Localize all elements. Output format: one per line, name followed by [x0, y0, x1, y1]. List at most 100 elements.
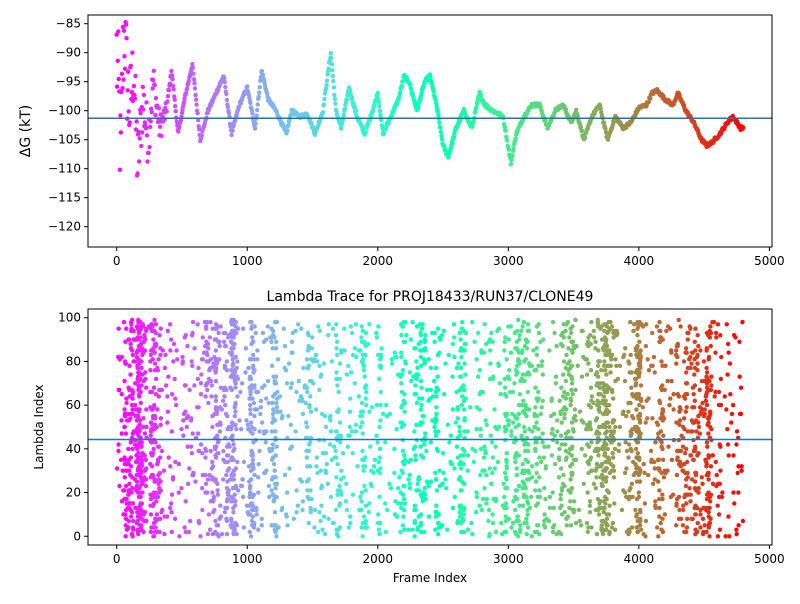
lambda-point [219, 407, 225, 412]
lambda-point [260, 385, 265, 390]
delta-g-point [332, 92, 337, 98]
lambda-point [611, 396, 616, 401]
lambda-point [162, 365, 168, 371]
lambda-point [154, 499, 159, 504]
lambda-point [657, 514, 662, 519]
lambda-point [398, 374, 403, 379]
lambda-point [701, 359, 707, 364]
delta-g-point [122, 54, 127, 59]
lambda-point [418, 354, 424, 360]
lambda-point [359, 324, 364, 329]
lambda-point [418, 378, 424, 384]
lambda-point [668, 396, 673, 401]
lambda-point [305, 488, 310, 493]
delta-g-point [192, 86, 198, 91]
lambda-point [561, 472, 566, 478]
delta-g-point [398, 90, 403, 95]
lambda-point [646, 472, 651, 478]
lambda-x-axis: 0 1000 2000 3000 4000 5000 [113, 545, 785, 566]
lambda-point [643, 518, 649, 524]
lambda-point [634, 396, 639, 401]
lambda-point [229, 387, 234, 393]
lambda-point [636, 374, 641, 379]
lambda-point [609, 357, 614, 362]
lambda-point [116, 448, 121, 454]
lambda-point [140, 352, 145, 358]
lambda-point [719, 494, 725, 500]
delta-g-point [164, 109, 169, 114]
lambda-point [566, 346, 571, 351]
lambda-point [231, 529, 236, 535]
lambda-point [657, 339, 662, 344]
lambda-point [572, 499, 577, 504]
lambda-point [124, 326, 129, 331]
delta-g-point [238, 100, 244, 106]
lambda-point [653, 440, 658, 445]
delta-g-point [451, 135, 457, 140]
lambda-point [217, 343, 222, 349]
lambda-point [576, 507, 582, 513]
lambda-point [258, 405, 264, 410]
delta-g-point [159, 133, 164, 139]
lambda-point [681, 394, 687, 399]
lambda-point [169, 337, 174, 342]
lambda-point [667, 402, 672, 408]
lambda-point [633, 381, 639, 386]
lambda-point [438, 525, 443, 530]
lambda-point [142, 431, 148, 436]
delta-g-y-tick-label: −110 [48, 162, 81, 176]
lambda-point [329, 429, 334, 434]
lambda-point [700, 481, 705, 486]
lambda-point [359, 335, 364, 340]
lambda-panel: Lambda Trace for PROJ18433/RUN37/CLONE49… [32, 289, 785, 585]
lambda-point [144, 466, 149, 471]
lambda-point [335, 352, 340, 358]
lambda-point [433, 433, 439, 438]
lambda-point [611, 328, 616, 334]
lambda-point [692, 372, 697, 377]
lambda-point [141, 416, 146, 421]
lambda-point [306, 520, 311, 526]
lambda-point [579, 446, 584, 452]
lambda-point [234, 374, 240, 379]
delta-g-x-tick-label: 2000 [363, 254, 394, 268]
lambda-point [143, 457, 148, 462]
lambda-point [649, 457, 654, 462]
lambda-point [412, 520, 418, 526]
lambda-point [131, 527, 136, 532]
lambda-point [126, 337, 132, 342]
lambda-point [619, 507, 625, 513]
lambda-point [215, 481, 220, 486]
lambda-point [221, 448, 226, 454]
delta-g-point [377, 108, 383, 114]
delta-g-point [127, 120, 132, 125]
lambda-point [250, 514, 256, 519]
lambda-point [651, 354, 657, 360]
lambda-point [406, 477, 411, 482]
lambda-point [579, 374, 585, 379]
lambda-point [513, 424, 518, 430]
lambda-point [119, 418, 124, 423]
lambda-point [534, 346, 539, 351]
lambda-point [606, 319, 611, 325]
lambda-point [458, 337, 463, 342]
lambda-point [387, 481, 392, 486]
lambda-point [662, 512, 668, 517]
lambda-point [726, 514, 731, 519]
lambda-point [552, 330, 557, 336]
lambda-point [321, 361, 327, 366]
lambda-point [575, 363, 580, 368]
lambda-point [412, 534, 417, 539]
lambda-point [313, 407, 319, 412]
lambda-point [685, 429, 690, 434]
lambda-point [413, 346, 418, 351]
delta-g-point [379, 117, 384, 123]
lambda-point [691, 405, 697, 410]
lambda-point [183, 529, 188, 535]
lambda-point [718, 444, 723, 449]
lambda-point [192, 346, 197, 351]
delta-g-point [147, 124, 153, 130]
lambda-point [364, 383, 369, 388]
lambda-point [461, 529, 467, 535]
delta-g-point [257, 85, 262, 90]
